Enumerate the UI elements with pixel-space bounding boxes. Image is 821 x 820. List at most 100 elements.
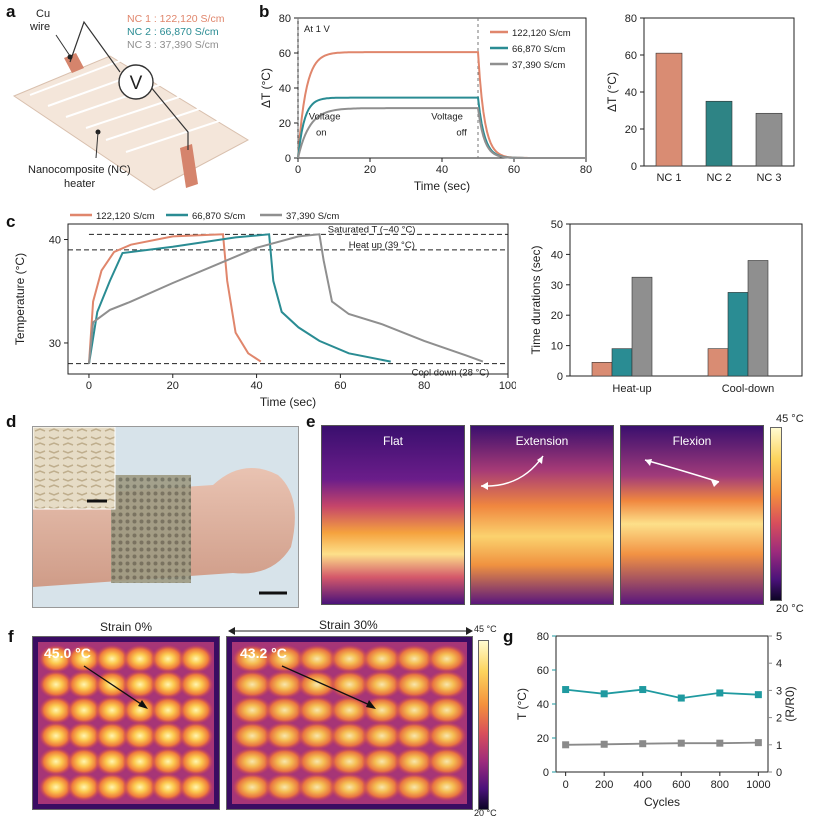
bar-cool-down-nc1: [707, 348, 729, 377]
thermal-hotspot: [38, 721, 74, 750]
thermal-hotspot: [296, 644, 338, 673]
thermal-hotspot: [329, 721, 370, 750]
thermal-hotspot: [38, 696, 74, 725]
thermal-hotspot: [94, 747, 130, 776]
thermal-hotspot: [94, 696, 130, 725]
data-point-t: [716, 689, 724, 697]
thermal-hotspot: [178, 644, 214, 673]
cu-wire-label-1: Cu: [36, 8, 50, 20]
y2-tick-label: 0: [776, 767, 782, 779]
thermal-hotspot: [66, 644, 102, 673]
data-point-rr0: [639, 740, 647, 748]
thermal-hotspot: [178, 773, 214, 802]
thermal-title-flat: Flat: [382, 434, 403, 448]
x-category-label: NC 2: [706, 172, 731, 184]
thermal-hotspot: [394, 696, 435, 725]
thermal-hotspot: [38, 773, 74, 802]
thermal-hotspot: [426, 670, 467, 699]
x-tick-label: 800: [711, 779, 729, 791]
data-point-rr0: [754, 739, 762, 747]
y-tick-label: 0: [285, 153, 291, 165]
series-line-rr0: [565, 741, 759, 746]
plot-frame: [569, 223, 803, 377]
thermal-hotspot: [150, 696, 186, 725]
plot-frame: [297, 17, 587, 159]
thermal-hotspot: [232, 670, 273, 699]
y2-tick-label: 4: [776, 658, 782, 670]
wrist-illustration: [33, 427, 295, 595]
legend-label-1: 122,120 S/cm: [512, 28, 571, 39]
legend-nc1: NC 1 : 122,120 S/cm: [127, 13, 225, 25]
y-tick-label: 80: [279, 13, 291, 25]
annotation-voltage-off-2: off: [456, 127, 467, 138]
y-tick-label: 60: [537, 665, 549, 677]
thermal-hotspot: [296, 721, 338, 750]
thermal-hotspot: [150, 747, 186, 776]
chart-g-cycling-stability: 0 200 400 600 800 1000020406080012345CyclesT …: [515, 631, 797, 809]
cu-electrode-right: [180, 144, 198, 188]
thermal-hotspot: [66, 773, 102, 802]
x-category-label: NC 3: [756, 172, 781, 184]
thermal-hotspot: [122, 747, 158, 776]
y-tick-label: 60: [625, 50, 637, 62]
thermal-title-flexion: Flexion: [672, 434, 712, 448]
thermal-hotspot: [426, 747, 467, 776]
thermal-title-extension: Extension: [515, 434, 569, 448]
thermal-hotspot: [232, 644, 273, 673]
y-tick-label: 60: [279, 48, 291, 60]
heater-on-wrist: [111, 475, 191, 583]
bar-nc1: [655, 52, 683, 167]
y-axis-label: T (°C): [515, 688, 529, 720]
legend-label-2: 66,870 S/cm: [512, 44, 565, 55]
thermal-hotspot: [178, 670, 214, 699]
voltmeter-symbol: V: [130, 73, 143, 94]
colorbar-f-max: 45 °C: [474, 624, 497, 634]
thermal-hotspot: [232, 696, 273, 725]
colorbar-e-min: 20 °C: [776, 603, 804, 615]
thermal-hotspot: [94, 721, 130, 750]
x-tick-label: 0: [295, 164, 301, 176]
y2-tick-label: 5: [776, 631, 782, 643]
x-tick-label: 60: [508, 164, 520, 176]
thermal-hotspot: [361, 721, 403, 750]
thermal-hotspot: [361, 644, 403, 673]
panel-label-c: c: [6, 212, 16, 231]
strain-30-title: Strain 30%: [319, 618, 378, 632]
thermal-hotspot: [150, 644, 186, 673]
thermal-hotspot: [426, 721, 467, 750]
thermal-hotspot: [296, 747, 338, 776]
thermal-hotspot: [178, 696, 214, 725]
chart-b-bar-delta-t: 0 20 40 60 80 ΔT (°C) NC 1 NC 2 NC 3: [605, 13, 795, 184]
thermal-hotspot: [94, 644, 130, 673]
x-tick-label: 40: [250, 380, 262, 392]
legend-label-1: 122,120 S/cm: [96, 211, 155, 222]
thermal-hotspot: [426, 696, 467, 725]
y-tick-label: 30: [551, 280, 563, 292]
x-category-label: Heat-up: [612, 383, 651, 395]
pointer-arrowhead: [366, 700, 376, 709]
chart-c-heat-cycle: 0 20 40 60 80 100 30 40 Time (sec) Temperature (°…: [13, 211, 516, 409]
strain-0-title: Strain 0%: [100, 620, 153, 634]
data-point-t: [677, 694, 685, 702]
data-point-rr0: [600, 740, 608, 748]
thermal-frame: [226, 636, 473, 810]
thermal-hotspot: [361, 696, 403, 725]
pointer-arrowhead: [138, 700, 148, 709]
thermal-hotspot: [232, 721, 273, 750]
annotation-heatup: Heat up (39 °C): [349, 240, 415, 251]
y-tick-label: 80: [537, 631, 549, 643]
series-line-t: [565, 688, 759, 700]
wire-left: [69, 20, 121, 73]
x-tick-label: 200: [595, 779, 613, 791]
y-tick-label: 40: [625, 87, 637, 99]
y2-tick-label: 1: [776, 740, 782, 752]
y2-tick-label: 3: [776, 685, 782, 697]
thermal-hotspot: [122, 721, 158, 750]
thermal-hotspot: [329, 747, 370, 776]
thermal-hotspot: [329, 644, 370, 673]
x-tick-label: 60: [334, 380, 346, 392]
x-tick-label: 80: [418, 380, 430, 392]
plot-frame: [67, 223, 509, 375]
y-tick-label: 10: [551, 341, 563, 353]
thermal-hotspot: [361, 747, 403, 776]
